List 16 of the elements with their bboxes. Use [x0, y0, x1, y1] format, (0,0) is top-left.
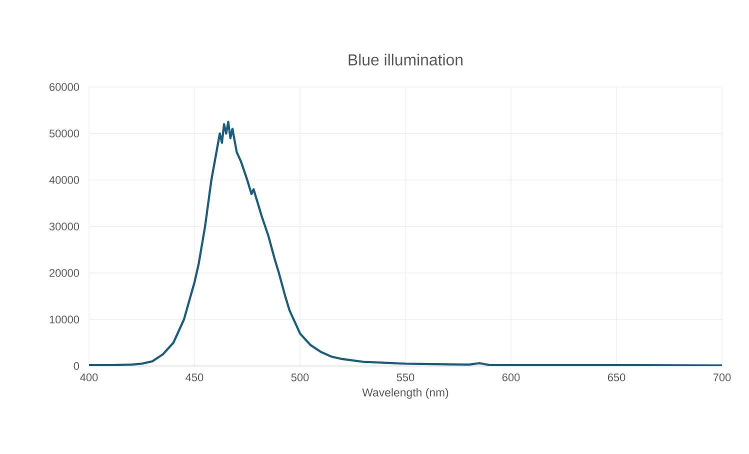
- x-tick-label: 500: [291, 374, 309, 382]
- x-axis-title: Wavelength (nm): [362, 388, 448, 399]
- x-tick-label: 450: [186, 374, 204, 382]
- y-tick-label: 60000: [50, 83, 80, 91]
- chart-title: Blue illumination: [348, 54, 462, 66]
- x-tick-label: 550: [396, 374, 414, 382]
- x-tick-label: 650: [608, 374, 626, 382]
- x-tick-label: 700: [713, 374, 731, 382]
- y-tick-label: 40000: [49, 176, 80, 184]
- y-tick-label: 20000: [50, 269, 80, 277]
- y-tick-label: 0: [74, 362, 80, 370]
- y-tick-label: 30000: [49, 222, 80, 230]
- y-tick-label: 10000: [50, 316, 80, 324]
- x-tick-label: 600: [502, 374, 520, 382]
- y-tick-label: 50000: [49, 130, 80, 138]
- x-tick-label: 400: [80, 374, 98, 382]
